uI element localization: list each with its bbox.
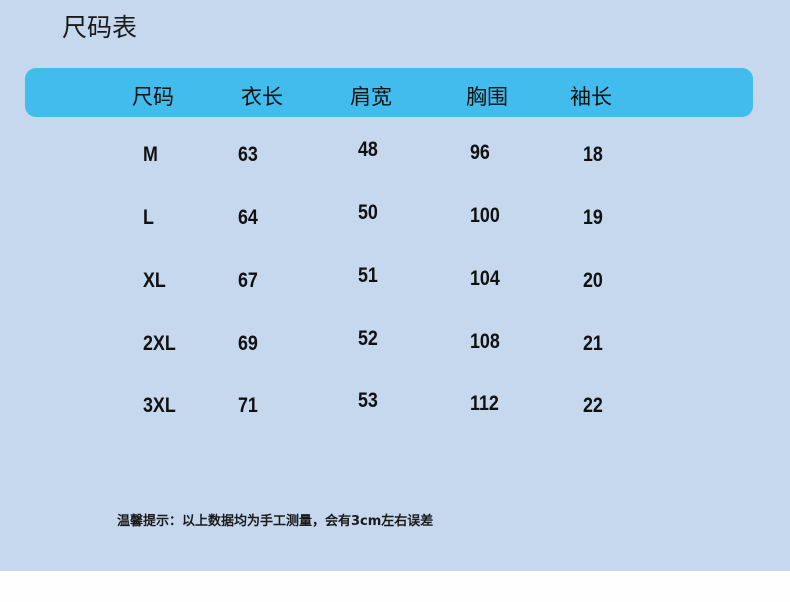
table-cell: 112: [470, 392, 499, 415]
column-header: 尺码: [132, 85, 174, 109]
table-cell: 64: [238, 206, 258, 229]
table-cell: M: [143, 143, 158, 166]
table-cell: 63: [238, 143, 258, 166]
table-cell: XL: [143, 269, 166, 292]
page-title: 尺码表: [62, 13, 138, 42]
table-cell: 51: [358, 264, 378, 287]
table-cell: 53: [358, 389, 378, 412]
table-cell: 104: [470, 267, 500, 290]
column-header: 衣长: [241, 85, 283, 109]
table-cell: 22: [583, 394, 603, 417]
measurement-note: 温馨提示：以上数据均为手工测量，会有3cm左右误差: [117, 514, 434, 529]
table-header-bar: [25, 68, 753, 117]
column-header: 袖长: [570, 85, 612, 109]
table-cell: 52: [358, 327, 378, 350]
table-cell: 3XL: [143, 394, 176, 417]
table-cell: 2XL: [143, 332, 176, 355]
table-cell: 18: [583, 143, 603, 166]
table-cell: 48: [358, 138, 378, 161]
table-cell: 20: [583, 269, 603, 292]
column-header: 胸围: [466, 85, 508, 109]
table-cell: 19: [583, 206, 603, 229]
table-cell: L: [143, 206, 154, 229]
table-cell: 108: [470, 330, 500, 353]
column-header: 肩宽: [350, 85, 392, 109]
table-cell: 67: [238, 269, 258, 292]
table-cell: 21: [583, 332, 603, 355]
table-cell: 71: [238, 394, 258, 417]
table-cell: 50: [358, 201, 378, 224]
table-cell: 96: [470, 141, 490, 164]
table-cell: 69: [238, 332, 258, 355]
table-cell: 100: [470, 204, 500, 227]
